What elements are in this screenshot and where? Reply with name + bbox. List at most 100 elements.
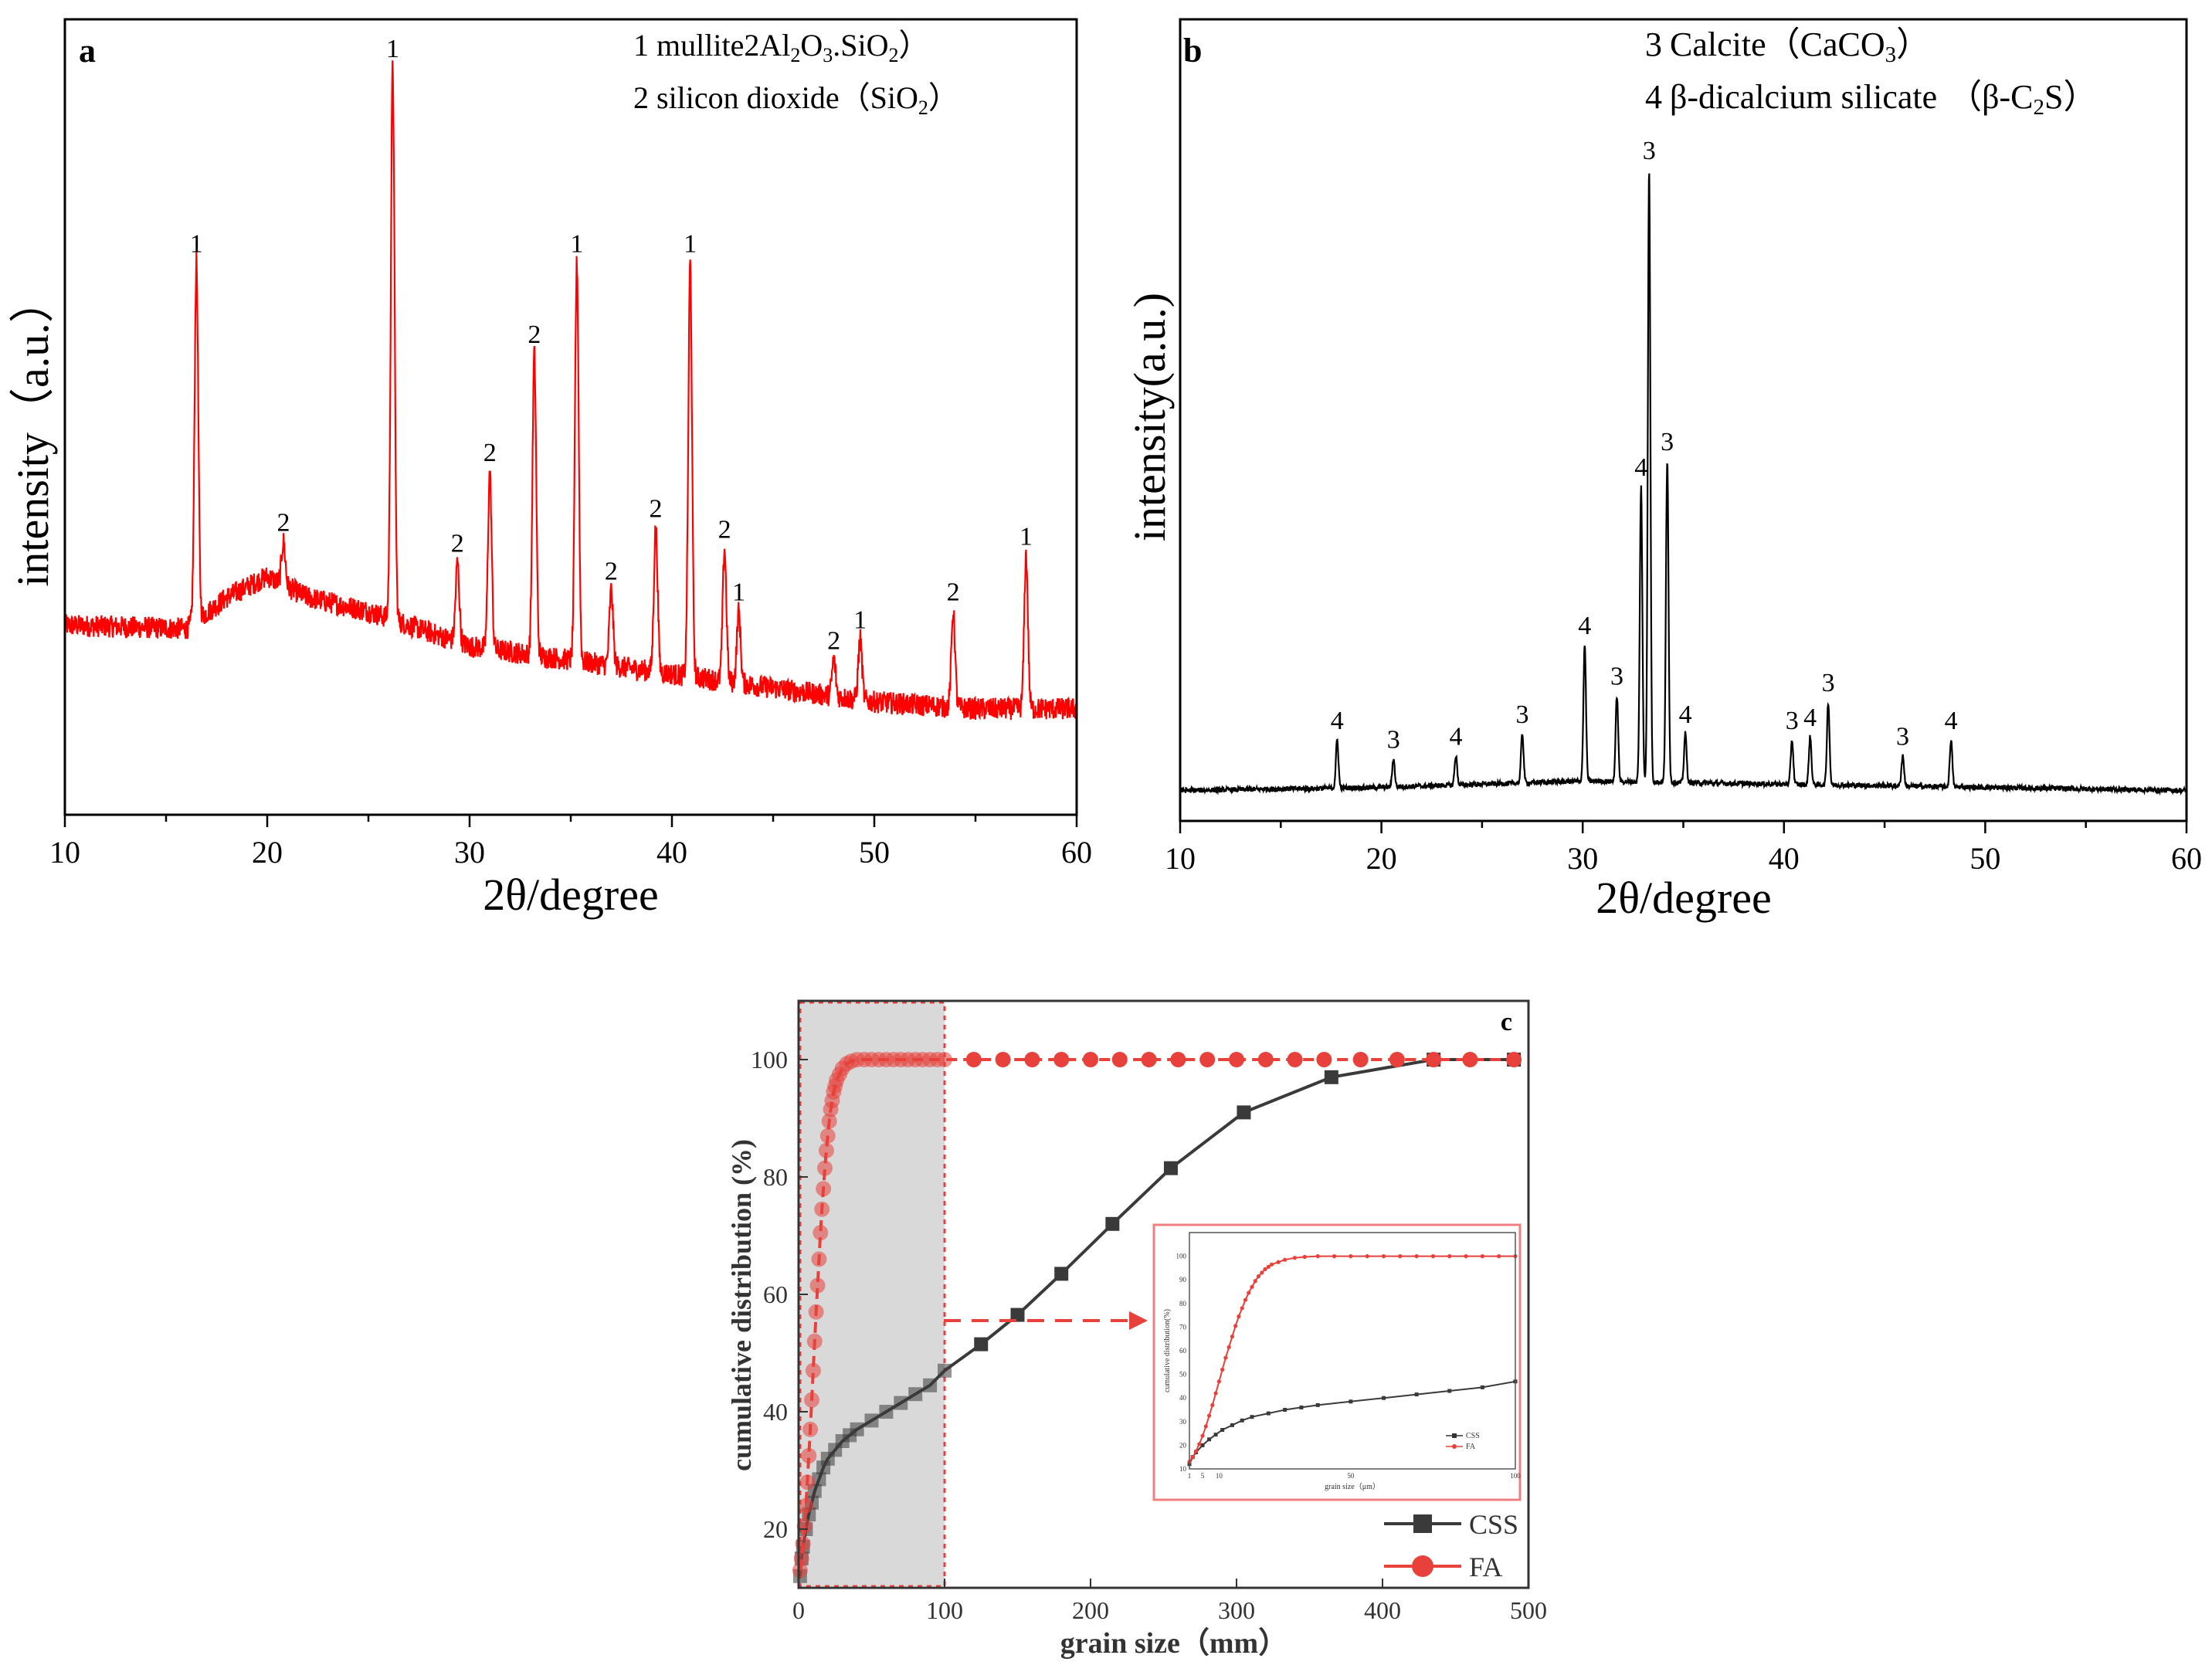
x-tick-label: 60 — [1061, 835, 1092, 870]
inset-css-point — [1381, 1396, 1386, 1400]
inset-fa-point — [1266, 1264, 1271, 1269]
inset-fa-point — [1197, 1442, 1202, 1446]
css-point — [1324, 1070, 1338, 1084]
inset-fa-point — [1250, 1284, 1254, 1289]
css-point — [923, 1378, 938, 1392]
fa-point — [937, 1052, 952, 1067]
fa-point — [1024, 1052, 1040, 1067]
peak-label: 3 — [1786, 707, 1799, 735]
formula-part: （CaCO — [1766, 25, 1885, 63]
legend-css-marker — [1413, 1514, 1432, 1533]
peak-label: 1 — [570, 230, 583, 259]
formula-part: 3 — [1885, 42, 1897, 67]
peak-label: 3 — [1387, 726, 1400, 755]
fa-point — [1229, 1052, 1244, 1067]
x-tick-label: 300 — [1218, 1596, 1255, 1624]
inset-y-tick-label: 20 — [1179, 1441, 1187, 1449]
peak-label: 2 — [483, 439, 497, 467]
inset-fa-point — [1237, 1314, 1241, 1319]
inset-x-tick-label: 100 — [1510, 1472, 1521, 1480]
inset-legend-fa-marker — [1452, 1444, 1457, 1449]
legend-a-num-2: 2 — [633, 80, 649, 115]
inset-fa-point — [1276, 1260, 1281, 1264]
y-tick-label: 80 — [763, 1163, 788, 1191]
x-tick-label: 60 — [2171, 841, 2202, 876]
inset-fa-point — [1193, 1449, 1199, 1453]
legend-a: 1 mullite2Al2O3.SiO2） 2 silicon dioxide（Si… — [633, 28, 959, 119]
inset-css-point — [1220, 1428, 1225, 1433]
inset-fa-point — [1226, 1345, 1231, 1350]
fa-point — [796, 1518, 813, 1535]
fa-point — [1257, 1052, 1274, 1067]
inset-fa-point — [1349, 1254, 1353, 1259]
inset-fa-point — [1497, 1254, 1501, 1259]
x-tick-label: 30 — [1567, 841, 1598, 876]
peak-label: 2 — [718, 515, 731, 544]
inset-css-point — [1230, 1423, 1234, 1427]
formula-part: ） — [1896, 25, 1930, 63]
inset-fa-point — [1213, 1391, 1218, 1396]
inset-fa-point — [1315, 1254, 1320, 1259]
x-tick-label: 500 — [1510, 1596, 1547, 1624]
inset-css-point — [1266, 1411, 1271, 1416]
fa-point — [806, 1333, 823, 1349]
inset-fa-point — [1381, 1254, 1386, 1259]
inset-y-label: cumulative distribution(%) — [1163, 1309, 1172, 1392]
inset-fa-point — [1398, 1254, 1403, 1259]
x-tick-label: 40 — [1769, 841, 1800, 876]
x-axis-ticks-a: 10 20 30 40 50 60 — [49, 815, 1092, 870]
legend-b-entry-3: 3 Calcite（CaCO3） — [1645, 25, 1930, 67]
fa-point — [811, 1251, 827, 1267]
inset-fa-point — [1365, 1254, 1369, 1259]
inset-css-point — [1207, 1437, 1212, 1442]
legend-a-name-1: mullite — [656, 28, 744, 63]
peak-label: 3 — [1661, 428, 1674, 456]
y-tick-label: 40 — [763, 1398, 788, 1426]
fa-point — [1111, 1052, 1128, 1067]
inset-y-tick-label: 100 — [1176, 1253, 1187, 1260]
peak-label: 3 — [1610, 663, 1623, 691]
css-point — [894, 1396, 908, 1410]
inset-y-tick-label: 10 — [1179, 1465, 1187, 1473]
inset-fa-point — [1332, 1254, 1337, 1259]
css-point — [850, 1422, 864, 1436]
inset-y-tick-label: 80 — [1179, 1300, 1187, 1307]
x-axis-ticks-c: 0 100 200 300 400 500 — [792, 1579, 1547, 1624]
legend-b-num-4: 4 — [1645, 78, 1662, 116]
fa-point — [1352, 1052, 1369, 1067]
fa-point — [793, 1551, 809, 1566]
x-tick-label: 40 — [656, 835, 687, 870]
inset-fa-point — [1302, 1254, 1307, 1260]
legend-a-name-2: silicon dioxide — [656, 80, 840, 115]
fa-point — [792, 1562, 808, 1579]
legend-b-entry-4: 4 β-dicalcium silicate （β-C2S） — [1645, 78, 2098, 120]
peak-label: 1 — [853, 606, 867, 635]
x-axis-label-c: grain size（mm） — [1060, 1627, 1288, 1660]
peak-label: 3 — [1822, 669, 1835, 697]
inset-fa-point — [1240, 1306, 1244, 1311]
peak-label: 2 — [605, 558, 618, 586]
inset-fa-point — [1200, 1433, 1205, 1438]
x-tick-label: 400 — [1364, 1596, 1401, 1624]
inset-y-tick-label: 40 — [1179, 1394, 1187, 1402]
peak-label: 4 — [1803, 704, 1817, 732]
inset-y-tick-label: 60 — [1179, 1347, 1187, 1355]
inset-css-point — [1283, 1408, 1288, 1412]
inset-fa-point — [1203, 1424, 1208, 1429]
legend-b-name-3: Calcite — [1670, 25, 1766, 63]
y-axis-label-a: intensity（a.u.） — [8, 278, 58, 587]
inset-y-tick-label: 50 — [1179, 1371, 1187, 1379]
inset-css-point — [1349, 1399, 1353, 1404]
formula-part: O — [800, 28, 823, 63]
css-point — [1163, 1161, 1178, 1175]
panel-label-b: b — [1183, 32, 1202, 70]
inset-css-point — [1200, 1443, 1205, 1447]
peak-label: 4 — [1679, 700, 1692, 729]
peak-label: 3 — [1643, 137, 1656, 165]
x-tick-label: 10 — [49, 835, 80, 870]
inset-x-tick-label: 5 — [1201, 1472, 1205, 1480]
x-tick-label: 30 — [454, 835, 485, 870]
fa-point — [1053, 1052, 1070, 1067]
